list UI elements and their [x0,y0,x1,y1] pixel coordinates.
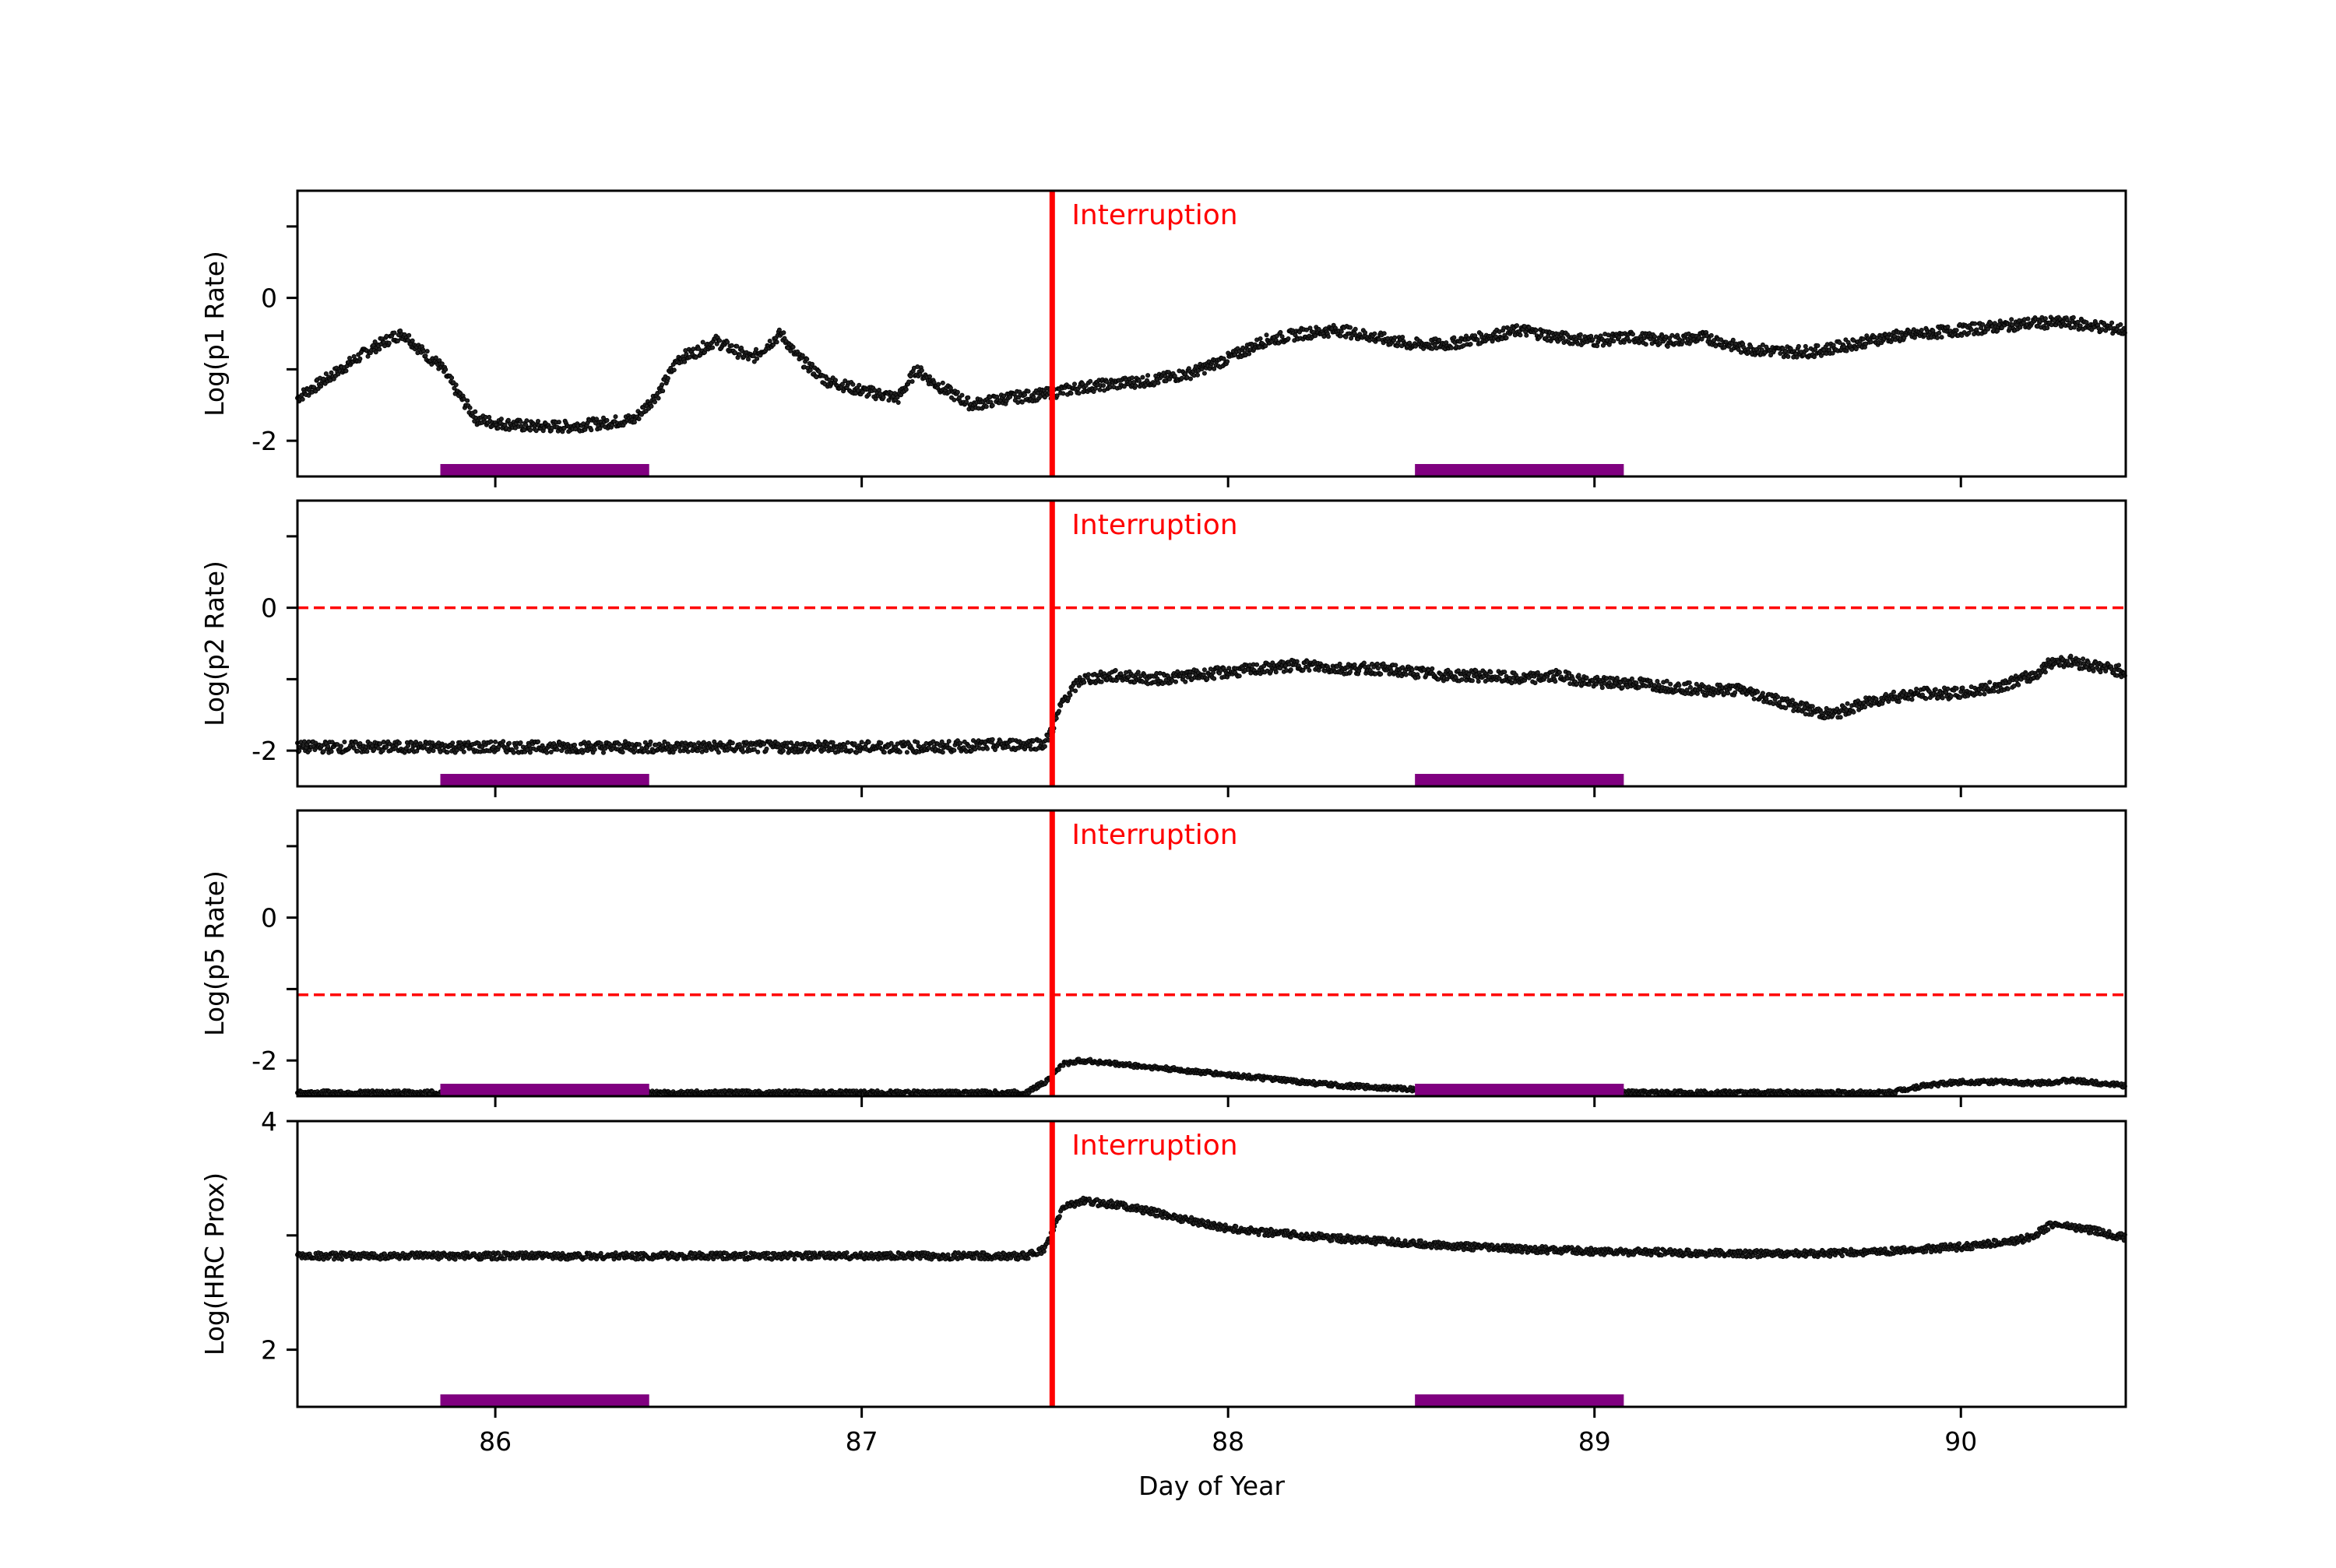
interruption-label: Interruption [1071,199,1237,231]
panel-hrc: Interruption 2 4 Log(HRC Prox) 86 87 88 89 90 [199,1106,2127,1457]
panel-p2: Interruption -2 0 Log(p2 Rate) [199,501,2127,797]
x-axis-label: Day of Year [1138,1471,1285,1501]
interruption-label: Interruption [1071,819,1237,851]
x-tick-label: 87 [846,1426,878,1457]
y-tick-label: 4 [261,1106,277,1137]
y-axis-label: Log(HRC Prox) [199,1172,230,1355]
y-tick-label: -2 [252,1046,277,1076]
y-axis-label: Log(p2 Rate) [199,561,230,726]
x-tick-label: 90 [1944,1426,1977,1457]
data-points [295,1196,2127,1261]
y-tick-label: 2 [261,1335,277,1366]
axes-frame [297,1121,2126,1407]
shaded-interval-bar [441,774,649,786]
x-tick-label: 86 [479,1426,512,1457]
shaded-interval-bar [441,1394,649,1407]
y-axis-label: Log(p1 Rate) [199,251,230,417]
axes-frame [297,191,2126,476]
y-tick-label: -2 [252,736,277,766]
x-tick-label: 89 [1578,1426,1611,1457]
x-tick-label: 88 [1212,1426,1244,1457]
shaded-interval-bar [441,1084,649,1096]
shaded-interval-bar [1415,464,1624,476]
y-tick-label: 0 [261,283,277,314]
interruption-label: Interruption [1071,509,1237,541]
shaded-interval-bar [1415,774,1624,786]
shaded-interval-bar [1415,1084,1624,1096]
y-tick-label: 0 [261,593,277,624]
panel-p1: Interruption -2 0 Log(p1 Rate) [199,191,2127,487]
y-tick-label: 0 [261,903,277,933]
axes-frame [297,501,2126,786]
interruption-label: Interruption [1071,1130,1237,1162]
data-points [295,315,2127,434]
y-axis-label: Log(p5 Rate) [199,870,230,1036]
axes-frame [297,810,2126,1096]
shaded-interval-bar [1415,1394,1624,1407]
shaded-interval-bar [441,464,649,476]
data-points [295,654,2127,754]
y-tick-label: -2 [252,426,277,456]
panel-p5: Interruption -2 0 Log(p5 Rate) [199,810,2127,1107]
